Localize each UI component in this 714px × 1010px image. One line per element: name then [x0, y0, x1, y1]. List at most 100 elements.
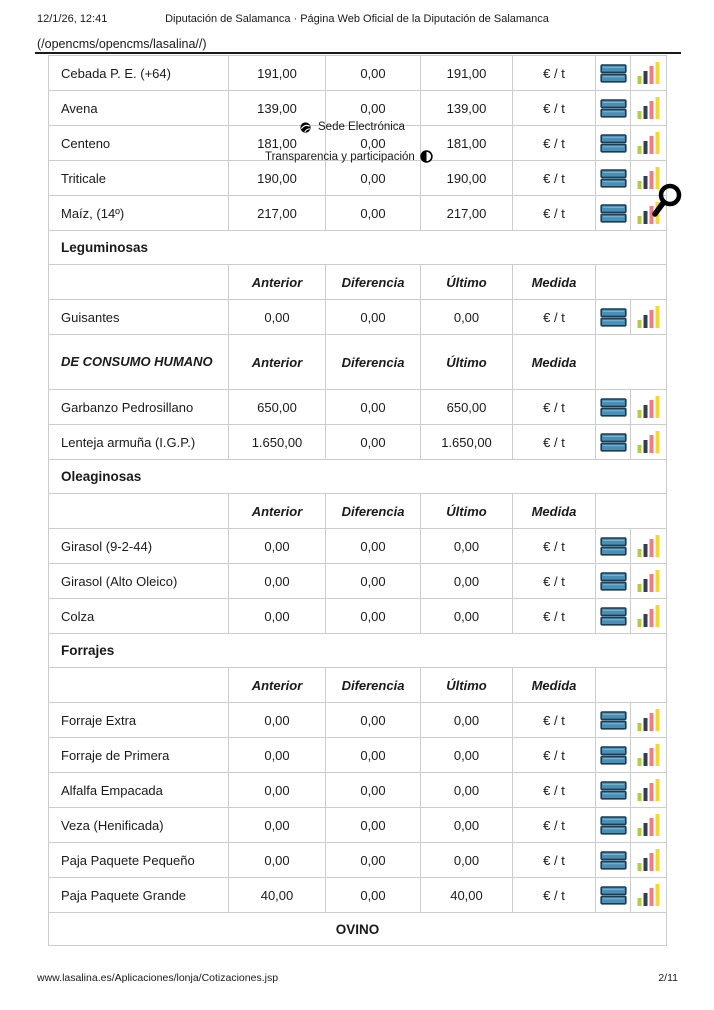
chart-view-button[interactable]	[637, 166, 660, 190]
chart-view-cell	[630, 807, 667, 843]
table-row: Paja Paquete Pequeño 0,00 0,00 0,00 € / t	[48, 842, 667, 878]
ultimo-value-cell: 217,00	[420, 195, 513, 231]
anterior-value-cell: 1.650,00	[228, 424, 326, 460]
table-view-button[interactable]	[599, 98, 627, 119]
table-view-button[interactable]	[599, 168, 627, 189]
chart-view-button[interactable]	[637, 131, 660, 155]
table-view-button[interactable]	[599, 63, 627, 84]
ultimo-value-cell: 0,00	[420, 702, 513, 738]
table-view-button[interactable]	[599, 571, 627, 592]
chart-view-button[interactable]	[637, 305, 660, 329]
medida-value-cell: € / t	[512, 807, 596, 843]
table-rows-icon	[599, 307, 627, 327]
diferencia-value-cell: 0,00	[325, 125, 421, 161]
ultimo-value-cell: 181,00	[420, 125, 513, 161]
table-view-button[interactable]	[599, 745, 627, 766]
bar-chart-icon	[637, 605, 660, 627]
table-view-button[interactable]	[599, 203, 627, 224]
ultimo-value-cell: 139,00	[420, 90, 513, 126]
column-header-medida: Medida	[512, 493, 596, 529]
medida-value-cell: € / t	[512, 90, 596, 126]
table-view-button[interactable]	[599, 780, 627, 801]
header-empty-cell	[595, 493, 667, 529]
diferencia-value-cell: 0,00	[325, 90, 421, 126]
table-rows-icon	[599, 850, 627, 870]
table-rows-icon	[599, 63, 627, 83]
search-button[interactable]	[650, 182, 683, 218]
chart-view-button[interactable]	[637, 569, 660, 593]
chart-view-button[interactable]	[637, 743, 660, 767]
diferencia-value-cell: 0,00	[325, 737, 421, 773]
product-name-cell: Girasol (Alto Oleico)	[48, 563, 229, 599]
table-view-button[interactable]	[599, 815, 627, 836]
chart-view-cell	[630, 125, 667, 161]
table-view-button[interactable]	[599, 850, 627, 871]
ultimo-value-cell: 0,00	[420, 772, 513, 808]
column-header-anterior: Anterior	[228, 493, 326, 529]
table-view-button[interactable]	[599, 307, 627, 328]
diferencia-value-cell: 0,00	[325, 877, 421, 913]
table-view-button[interactable]	[599, 432, 627, 453]
bar-chart-icon	[637, 709, 660, 731]
diferencia-value-cell: 0,00	[325, 299, 421, 335]
column-header-ultimo: Último	[420, 264, 513, 300]
chart-view-button[interactable]	[637, 96, 660, 120]
chart-view-button[interactable]	[637, 534, 660, 558]
bar-chart-icon	[637, 396, 660, 418]
header-group-title	[48, 493, 229, 529]
print-timestamp: 12/1/26, 12:41	[37, 13, 108, 25]
chart-view-cell	[630, 389, 667, 425]
table-view-button[interactable]	[599, 710, 627, 731]
chart-view-cell	[630, 424, 667, 460]
chart-view-cell	[630, 772, 667, 808]
chart-view-button[interactable]	[637, 778, 660, 802]
chart-view-button[interactable]	[637, 430, 660, 454]
table-view-cell	[595, 772, 631, 808]
chart-view-cell	[630, 90, 667, 126]
chart-view-button[interactable]	[637, 813, 660, 837]
header-empty-cell	[595, 667, 667, 703]
table-row: Colza 0,00 0,00 0,00 € / t	[48, 598, 667, 634]
column-header-medida: Medida	[512, 334, 596, 390]
bar-chart-icon	[637, 849, 660, 871]
chart-view-button[interactable]	[637, 848, 660, 872]
transparencia-link[interactable]: Transparencia y participación	[265, 150, 433, 163]
medida-value-cell: € / t	[512, 877, 596, 913]
column-header-row: Anterior Diferencia Último Medida	[48, 493, 667, 529]
table-view-cell	[595, 125, 631, 161]
table-view-cell	[595, 55, 631, 91]
table-view-button[interactable]	[599, 133, 627, 154]
anterior-value-cell: 0,00	[228, 842, 326, 878]
ultimo-value-cell: 650,00	[420, 389, 513, 425]
table-view-button[interactable]	[599, 606, 627, 627]
bar-chart-icon	[637, 779, 660, 801]
table-view-button[interactable]	[599, 536, 627, 557]
sede-electronica-link[interactable]: Sede Electrónica	[300, 121, 405, 133]
medida-value-cell: € / t	[512, 160, 596, 196]
header-group-title	[48, 667, 229, 703]
table-rows-icon	[599, 203, 627, 223]
chart-view-button[interactable]	[637, 883, 660, 907]
ultimo-value-cell: 1.650,00	[420, 424, 513, 460]
table-view-cell	[595, 424, 631, 460]
chart-view-button[interactable]	[637, 61, 660, 85]
column-header-row: Anterior Diferencia Último Medida	[48, 667, 667, 703]
chart-view-button[interactable]	[637, 604, 660, 628]
chart-view-button[interactable]	[637, 708, 660, 732]
bar-chart-icon	[637, 884, 660, 906]
product-name-cell: Paja Paquete Pequeño	[48, 842, 229, 878]
table-rows-icon	[599, 780, 627, 800]
table-view-button[interactable]	[599, 885, 627, 906]
header-group-title: DE CONSUMO HUMANO	[48, 334, 229, 390]
bar-chart-icon	[637, 570, 660, 592]
diferencia-value-cell: 0,00	[325, 389, 421, 425]
anterior-value-cell: 139,00	[228, 90, 326, 126]
sede-electronica-label: Sede Electrónica	[318, 121, 405, 133]
product-name-cell: Centeno	[48, 125, 229, 161]
column-header-medida: Medida	[512, 667, 596, 703]
table-row: Veza (Henificada) 0,00 0,00 0,00 € / t	[48, 807, 667, 843]
table-view-button[interactable]	[599, 397, 627, 418]
chart-view-button[interactable]	[637, 395, 660, 419]
table-rows-icon	[599, 606, 627, 626]
product-name-cell: Garbanzo Pedrosillano	[48, 389, 229, 425]
